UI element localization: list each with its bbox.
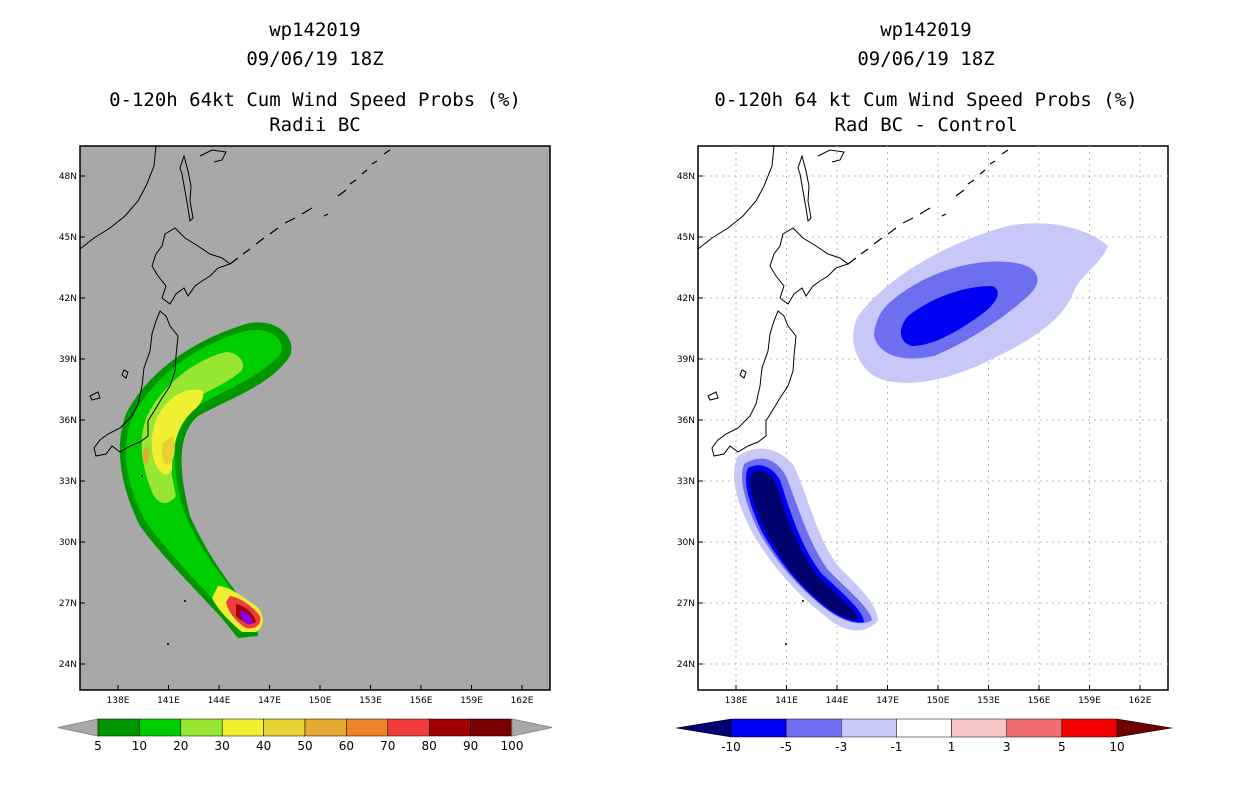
lat-label: 36N <box>677 416 695 426</box>
lat-label: 45N <box>59 233 77 243</box>
colorbar-label: 10 <box>1109 740 1124 754</box>
lon-label: 138E <box>725 696 748 706</box>
lon-label: 159E <box>1078 696 1101 706</box>
lon-label: 153E <box>977 696 1000 706</box>
right-lon-axis: 138E 141E 144E 147E 150E 153E 156E 159E 162E <box>725 685 1152 706</box>
lon-label: 144E <box>208 696 231 706</box>
colorbar-label: -10 <box>721 740 741 754</box>
colorbar-segment <box>263 718 306 737</box>
colorbar-segment <box>221 718 264 737</box>
right-panel-title: wp142019 09/06/19 18Z 0-120h 64 kt Cum W… <box>646 16 1206 140</box>
right-south-difference-area <box>733 448 878 631</box>
colorbar-label: 50 <box>297 739 312 753</box>
lat-label: 30N <box>59 538 77 548</box>
colorbar-segment <box>470 718 513 737</box>
right-map: 48N 45N 42N 39N 36N 33N 30N 27N 24N 138E 141E 144E… <box>677 145 1169 706</box>
left-title-datetime: 09/06/19 18Z <box>246 48 384 70</box>
lat-label: 33N <box>59 477 77 487</box>
lon-label: 147E <box>258 696 281 706</box>
colorbar-label: 3 <box>1003 740 1011 754</box>
right-title-datetime: 09/06/19 18Z <box>857 48 995 70</box>
colorbar-label: 90 <box>463 739 478 753</box>
lat-label: 42N <box>59 294 77 304</box>
lon-label: 162E <box>1129 696 1152 706</box>
colorbar-under-arrow <box>57 718 99 737</box>
colorbar-label: 80 <box>422 739 437 753</box>
right-title-product: 0-120h 64 kt Cum Wind Speed Probs (%) <box>714 89 1138 111</box>
lon-label: 147E <box>876 696 899 706</box>
left-title-product: 0-120h 64kt Cum Wind Speed Probs (%) <box>109 89 521 111</box>
colorbar-under-arrow <box>675 718 732 738</box>
lat-label: 27N <box>677 599 695 609</box>
lat-label: 48N <box>59 172 77 182</box>
colorbar-label: 20 <box>173 739 188 753</box>
lat-label: 30N <box>677 538 695 548</box>
lon-label: 141E <box>775 696 798 706</box>
right-gridlines <box>698 146 1168 690</box>
colorbar-label: 30 <box>215 739 230 753</box>
left-title-storm-id: wp142019 <box>269 19 361 41</box>
right-map-background <box>697 145 1169 691</box>
colorbar-segment <box>951 718 1007 738</box>
left-title-variant: Radii BC <box>269 114 361 136</box>
right-title-variant: Rad BC - Control <box>834 114 1018 136</box>
lat-label: 24N <box>677 660 695 670</box>
colorbar-label: 70 <box>380 739 395 753</box>
lon-label: 156E <box>410 696 433 706</box>
lat-label: 48N <box>677 172 695 182</box>
lat-label: 33N <box>677 477 695 487</box>
colorbar-label: 10 <box>132 739 147 753</box>
right-lat-axis: 48N 45N 42N 39N 36N 33N 30N 27N 24N <box>677 172 703 670</box>
lon-label: 150E <box>309 696 332 706</box>
colorbar-label: -1 <box>890 740 902 754</box>
colorbar-label: 5 <box>1058 740 1066 754</box>
colorbar-segment <box>1006 718 1063 738</box>
lon-label: 141E <box>157 696 180 706</box>
lat-label: 36N <box>59 416 77 426</box>
lat-label: 39N <box>59 355 77 365</box>
colorbar-segment <box>896 718 952 738</box>
lat-label: 27N <box>59 599 77 609</box>
colorbar-label: -5 <box>780 740 792 754</box>
colorbar-over-arrow <box>1116 718 1173 738</box>
right-title-storm-id: wp142019 <box>880 19 972 41</box>
colorbar-over-arrow <box>511 718 553 737</box>
left-lon-axis: 138E 141E 144E 147E 150E 153E 156E 159E 162E <box>107 685 534 706</box>
lon-label: 162E <box>511 696 534 706</box>
colorbar-segment <box>785 718 842 738</box>
lat-label: 24N <box>59 660 77 670</box>
colorbar-segment <box>387 718 430 737</box>
lon-label: 156E <box>1028 696 1051 706</box>
left-map: 48N 45N 42N 39N 36N 33N 30N 27N 24N 138E 141E 144E… <box>59 145 551 706</box>
colorbar-segment <box>139 718 182 737</box>
lat-label: 42N <box>677 294 695 304</box>
colorbar-label: 40 <box>256 739 271 753</box>
colorbar-segment <box>1061 718 1118 738</box>
colorbar-label: 5 <box>94 739 102 753</box>
lat-label: 45N <box>677 233 695 243</box>
lon-label: 138E <box>107 696 130 706</box>
colorbar-label: 60 <box>339 739 354 753</box>
left-lat-axis: 48N 45N 42N 39N 36N 33N 30N 27N 24N <box>59 172 85 670</box>
colorbar-segment <box>180 718 223 737</box>
colorbar-segment <box>304 718 347 737</box>
lon-label: 144E <box>826 696 849 706</box>
colorbar-segment <box>428 718 471 737</box>
left-colorbar: 5 10 20 30 40 50 60 70 80 90 100 <box>57 718 553 753</box>
colorbar-label: 1 <box>948 740 956 754</box>
colorbar-label: 100 <box>501 739 524 753</box>
lon-label: 153E <box>359 696 382 706</box>
colorbar-segment <box>346 718 389 737</box>
colorbar-segment <box>841 718 897 738</box>
lon-label: 150E <box>927 696 950 706</box>
colorbar-label: -3 <box>835 740 847 754</box>
colorbar-segment <box>97 718 140 737</box>
right-colorbar: -10 -5 -3 -1 1 3 5 10 <box>675 718 1173 754</box>
lon-label: 159E <box>460 696 483 706</box>
colorbar-segment <box>730 718 787 738</box>
right-north-difference-area <box>853 223 1108 383</box>
left-panel-title: wp142019 09/06/19 18Z 0-120h 64kt Cum Wi… <box>35 16 595 140</box>
lat-label: 39N <box>677 355 695 365</box>
